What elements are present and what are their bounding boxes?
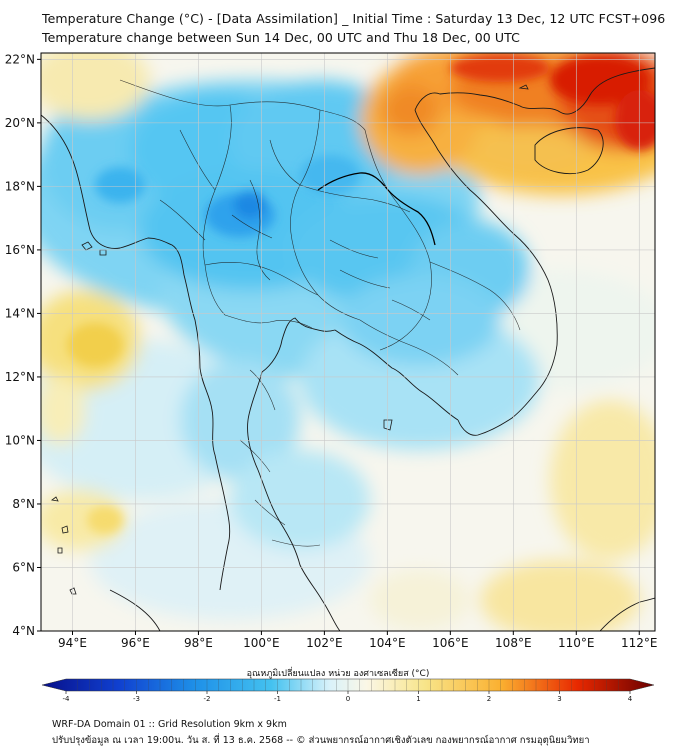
longitude-tick-label: 106°E	[432, 636, 469, 650]
colorbar-tick-label: 3	[557, 695, 561, 703]
latitude-tick-label: 4°N	[12, 624, 35, 638]
colorbar-tick-label: -2	[204, 695, 211, 703]
latitude-tick-label: 18°N	[5, 179, 35, 193]
map-gridlines	[41, 53, 655, 631]
longitude-tick-label: 110°E	[558, 636, 595, 650]
colorbar-tick-label: 1	[416, 695, 420, 703]
map-subtitle: Temperature change between Sun 14 Dec, 0…	[42, 30, 520, 45]
colorbar: -4 -3 -2 -1 0 1 2 3 4	[41, 678, 655, 703]
latitude-axis: 22°N 20°N 18°N 16°N 14°N 12°N 10°N 8°N 6°N 4°N	[5, 52, 41, 638]
longitude-tick-label: 112°E	[621, 636, 658, 650]
colorbar-title: อุณหภูมิเปลี่ยนแปลง หน่วย องศาเซลเซียส (…	[246, 669, 430, 679]
colorbar-tick-label: 2	[487, 695, 491, 703]
longitude-tick-label: 94°E	[58, 636, 87, 650]
longitude-tick-label: 102°E	[306, 636, 343, 650]
longitude-axis: 94°E 96°E 98°E 100°E 102°E 104°E 106°E 108°E 110…	[58, 631, 658, 650]
longitude-tick-label: 98°E	[184, 636, 213, 650]
footer-model-info: WRF-DA Domain 01 :: Grid Resolution 9km …	[52, 719, 287, 730]
longitude-tick-label: 96°E	[121, 636, 150, 650]
longitude-tick-label: 100°E	[243, 636, 280, 650]
latitude-tick-label: 10°N	[5, 433, 35, 447]
longitude-tick-label: 108°E	[495, 636, 532, 650]
longitude-tick-label: 104°E	[369, 636, 406, 650]
footer-update-info: ปรับปรุงข้อมูล ณ เวลา 19:00น. วัน ส. ที่…	[52, 735, 590, 746]
latitude-tick-label: 6°N	[12, 560, 35, 574]
colorbar-tick-label: -4	[63, 695, 71, 703]
colorbar-tick-label: 4	[628, 695, 633, 703]
colorbar-tick-label: -1	[274, 695, 281, 703]
colorbar-tick-label: 0	[346, 695, 350, 703]
colorbar-tick-label: -3	[133, 695, 140, 703]
latitude-tick-label: 12°N	[5, 370, 35, 384]
latitude-tick-label: 14°N	[5, 306, 35, 320]
latitude-tick-label: 22°N	[5, 52, 35, 66]
latitude-tick-label: 20°N	[5, 116, 35, 130]
latitude-tick-label: 16°N	[5, 243, 35, 257]
map-title: Temperature Change (°C) - [Data Assimila…	[42, 11, 666, 26]
latitude-tick-label: 8°N	[12, 497, 35, 511]
